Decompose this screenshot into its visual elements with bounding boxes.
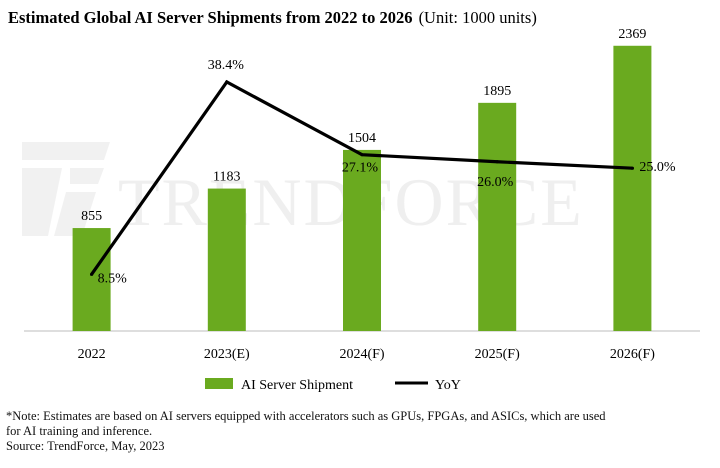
chart-title-unit: (Unit: 1000 units) (419, 8, 537, 27)
chart-title-main: Estimated Global AI Server Shipments fro… (8, 8, 413, 27)
legend-bar-label: AI Server Shipment (241, 378, 353, 393)
x-tick-label: 2025(F) (475, 347, 520, 362)
footnote-line-1: *Note: Estimates are based on AI servers… (6, 409, 606, 423)
yoy-label: 27.1% (342, 161, 379, 176)
yoy-label: 25.0% (639, 160, 676, 175)
yoy-label: 26.0% (477, 175, 514, 190)
legend-bar-swatch (205, 378, 233, 389)
yoy-point (360, 153, 364, 157)
x-tick-label: 2026(F) (610, 347, 655, 362)
yoy-point (90, 272, 94, 276)
source-line: Source: TrendForce, May, 2023 (6, 439, 165, 453)
footnote-line-2: for AI training and inference. (6, 424, 153, 438)
legend-line-label: YoY (435, 378, 461, 393)
footnote: *Note: Estimates are based on AI servers… (6, 409, 718, 454)
trendforce-logo-icon (22, 142, 110, 236)
legend: AI Server Shipment YoY (205, 378, 461, 393)
plot-area: 855 2022 1183 2023(E) 1504 2024(F) 1895 2025(F)… (24, 27, 700, 362)
chart-title: Estimated Global AI Server Shipments fro… (8, 8, 537, 27)
yoy-label: 8.5% (98, 271, 128, 286)
chart: Estimated Global AI Server Shipments fro… (8, 8, 700, 393)
bar-label: 1504 (348, 131, 376, 146)
bar-2024(F) (343, 149, 381, 331)
bar-label: 1183 (213, 170, 240, 185)
x-tick-label: 2024(F) (339, 347, 384, 362)
bar-label: 1895 (483, 84, 511, 99)
x-tick-label: 2022 (78, 347, 106, 362)
bar-2023(E) (207, 188, 246, 331)
yoy-point (495, 160, 499, 164)
bar-label: 855 (81, 209, 102, 224)
yoy-label: 38.4% (208, 58, 245, 73)
bar-label: 2369 (618, 27, 646, 42)
bar-2025(F) (478, 102, 517, 331)
bar-2026(F) (613, 45, 652, 331)
yoy-point (630, 166, 635, 170)
bar-2022 (72, 228, 111, 331)
yoy-point (225, 80, 229, 84)
x-tick-label: 2023(E) (204, 347, 250, 362)
